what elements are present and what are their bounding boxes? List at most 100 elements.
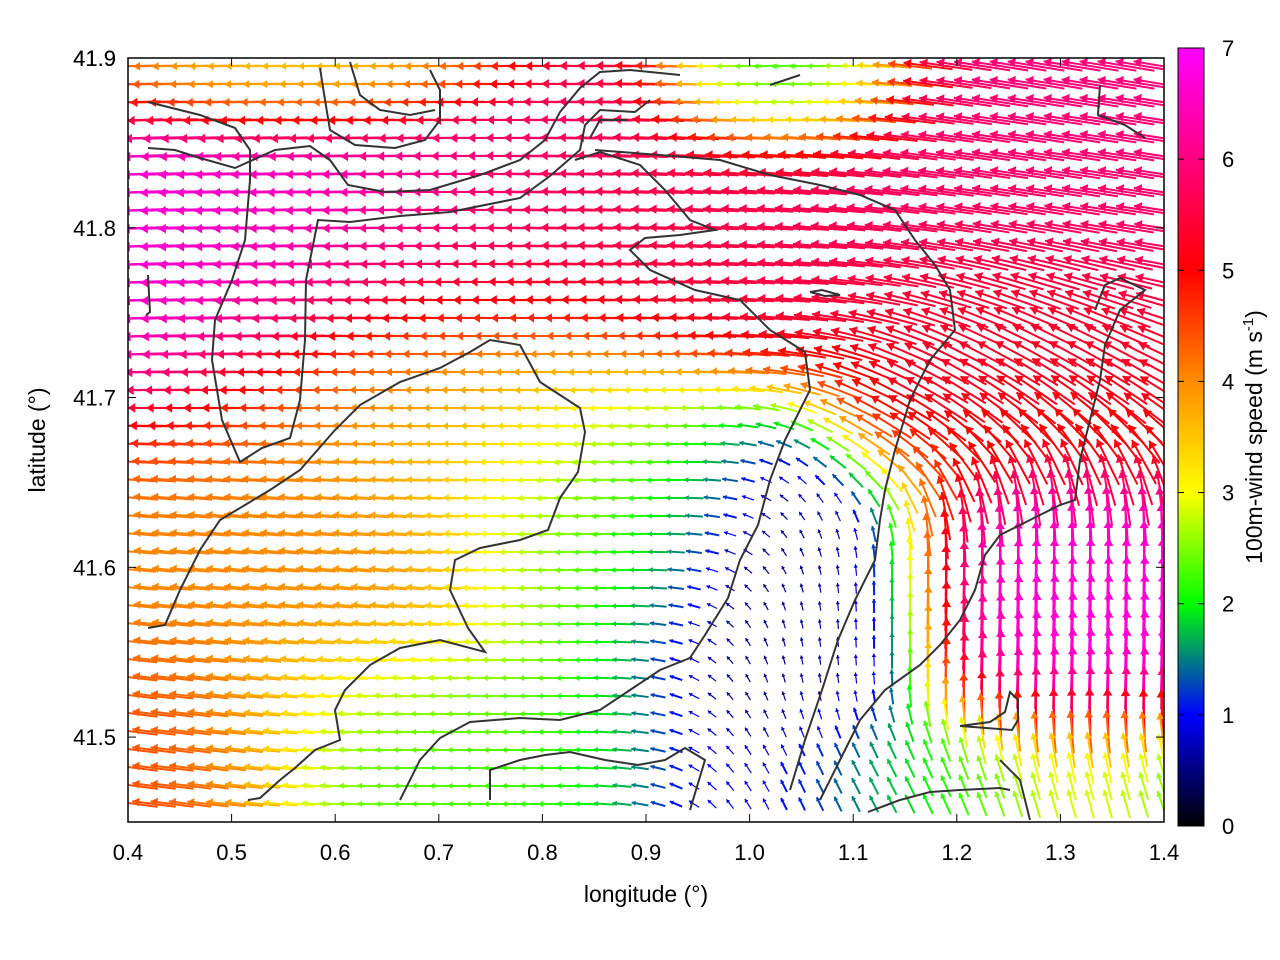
wind-arrow-head — [905, 359, 915, 368]
wind-arrow-head — [187, 636, 195, 645]
wind-arrow-head — [242, 636, 250, 645]
wind-arrow-head — [1025, 130, 1035, 140]
wind-arrow-head — [338, 764, 344, 771]
wind-arrow-shaft — [986, 440, 1014, 484]
wind-arrow-head — [187, 798, 195, 807]
wind-arrow-shaft — [964, 425, 1000, 463]
wind-arrow-shaft — [883, 275, 937, 289]
wind-arrow-head — [594, 114, 603, 125]
wind-arrow-head — [518, 656, 524, 664]
wind-arrow-head — [960, 376, 970, 385]
wind-arrow-head — [816, 743, 821, 748]
wind-arrow-head — [341, 277, 350, 288]
wind-arrow-head — [688, 620, 693, 626]
wind-arrow-shaft — [757, 315, 811, 321]
wind-arrow-head — [1010, 271, 1020, 282]
wind-arrow-shaft — [915, 461, 941, 499]
wind-arrow-head — [1097, 58, 1106, 68]
wind-arrow-shaft — [1079, 150, 1137, 162]
wind-arrow-head — [309, 115, 318, 126]
wind-arrow-head — [887, 723, 893, 729]
wind-arrow-head — [307, 313, 315, 324]
wind-arrow-head — [1120, 341, 1130, 351]
wind-arrow-shaft — [150, 800, 194, 808]
wind-arrow-head — [1158, 591, 1164, 600]
wind-arrow-head — [669, 764, 674, 769]
wind-arrow-head — [166, 420, 174, 431]
wind-arrow-shaft — [922, 358, 970, 386]
wind-arrow-shaft — [959, 358, 1005, 386]
wind-arrow-head — [1102, 688, 1113, 696]
wind-arrow-head — [544, 313, 552, 323]
wind-arrow-head — [906, 684, 913, 690]
wind-arrow-head — [886, 504, 893, 511]
wind-arrow-shaft — [1052, 391, 1092, 425]
wind-arrow-shaft — [133, 638, 175, 646]
wind-arrow-head — [855, 414, 864, 423]
wind-arrow-shaft — [205, 531, 247, 537]
wind-arrow-head — [428, 710, 434, 718]
wind-arrow-head — [817, 637, 822, 641]
wind-arrow-head — [558, 186, 567, 197]
wind-arrow-head — [442, 458, 449, 466]
wind-arrow-head — [1062, 237, 1072, 247]
wind-arrow-head — [442, 476, 449, 484]
wind-arrow-head — [824, 62, 830, 70]
wind-arrow-head — [665, 495, 671, 501]
wind-arrow-head — [614, 78, 623, 89]
wind-arrow-head — [353, 655, 360, 664]
wind-arrow-head — [723, 330, 732, 340]
wind-arrow-head — [991, 254, 1001, 265]
wind-arrow-shaft — [954, 186, 1010, 198]
wind-arrow-head — [963, 409, 972, 419]
wind-arrow-head — [480, 530, 487, 538]
wind-arrow-head — [577, 258, 586, 269]
wind-arrow-shaft — [1080, 239, 1136, 253]
wind-arrow-head — [685, 531, 690, 537]
wind-arrow-shaft — [224, 746, 264, 754]
wind-arrow-head — [219, 115, 228, 126]
wind-arrow-shaft — [792, 206, 848, 214]
wind-arrow-head — [628, 531, 634, 538]
wind-arrow-head — [648, 204, 657, 215]
wind-arrow-head — [813, 456, 819, 462]
wind-arrow-shaft — [1043, 150, 1101, 162]
wind-arrow-head — [177, 313, 186, 324]
wind-arrow-head — [281, 745, 288, 753]
wind-arrow-shaft — [853, 396, 895, 420]
wind-arrow-head — [480, 548, 487, 556]
wind-arrow-head — [740, 329, 749, 340]
wind-arrow-shaft — [923, 376, 969, 404]
wind-arrow-head — [436, 313, 444, 323]
wind-arrow-head — [158, 223, 166, 234]
wind-arrow-head — [1061, 93, 1070, 104]
wind-arrow-shaft — [1140, 392, 1164, 411]
wind-arrow-head — [840, 80, 847, 88]
wind-arrow-head — [920, 272, 929, 283]
wind-arrow-shaft — [224, 603, 264, 609]
wind-arrow-head — [428, 692, 434, 700]
wind-arrow-head — [553, 476, 560, 484]
wind-arrow-head — [798, 494, 803, 498]
wind-arrow-head — [975, 289, 984, 299]
y-tick-label: 41.6 — [73, 555, 116, 580]
wind-arrow-head — [577, 276, 586, 287]
wind-arrow-shaft — [1133, 114, 1164, 122]
wind-arrow-shaft — [1031, 357, 1077, 387]
wind-arrow-head — [1007, 111, 1017, 122]
wind-arrow-head — [1157, 556, 1164, 564]
wind-arrow-head — [834, 725, 839, 730]
wind-arrow-head — [291, 115, 300, 126]
wind-arrow-head — [866, 131, 875, 141]
wind-arrow-head — [413, 241, 422, 251]
wind-arrow-shaft — [1065, 307, 1115, 329]
wind-arrow-head — [1102, 324, 1112, 333]
wind-arrow-head — [940, 793, 946, 800]
wind-arrow-head — [519, 674, 525, 682]
wind-arrow-head — [499, 620, 505, 628]
wind-arrow-head — [405, 529, 413, 538]
wind-arrow-shaft — [942, 392, 986, 424]
wind-arrow-head — [591, 549, 597, 556]
wind-arrow-shaft — [1048, 469, 1060, 527]
wind-arrow-head — [260, 80, 268, 89]
